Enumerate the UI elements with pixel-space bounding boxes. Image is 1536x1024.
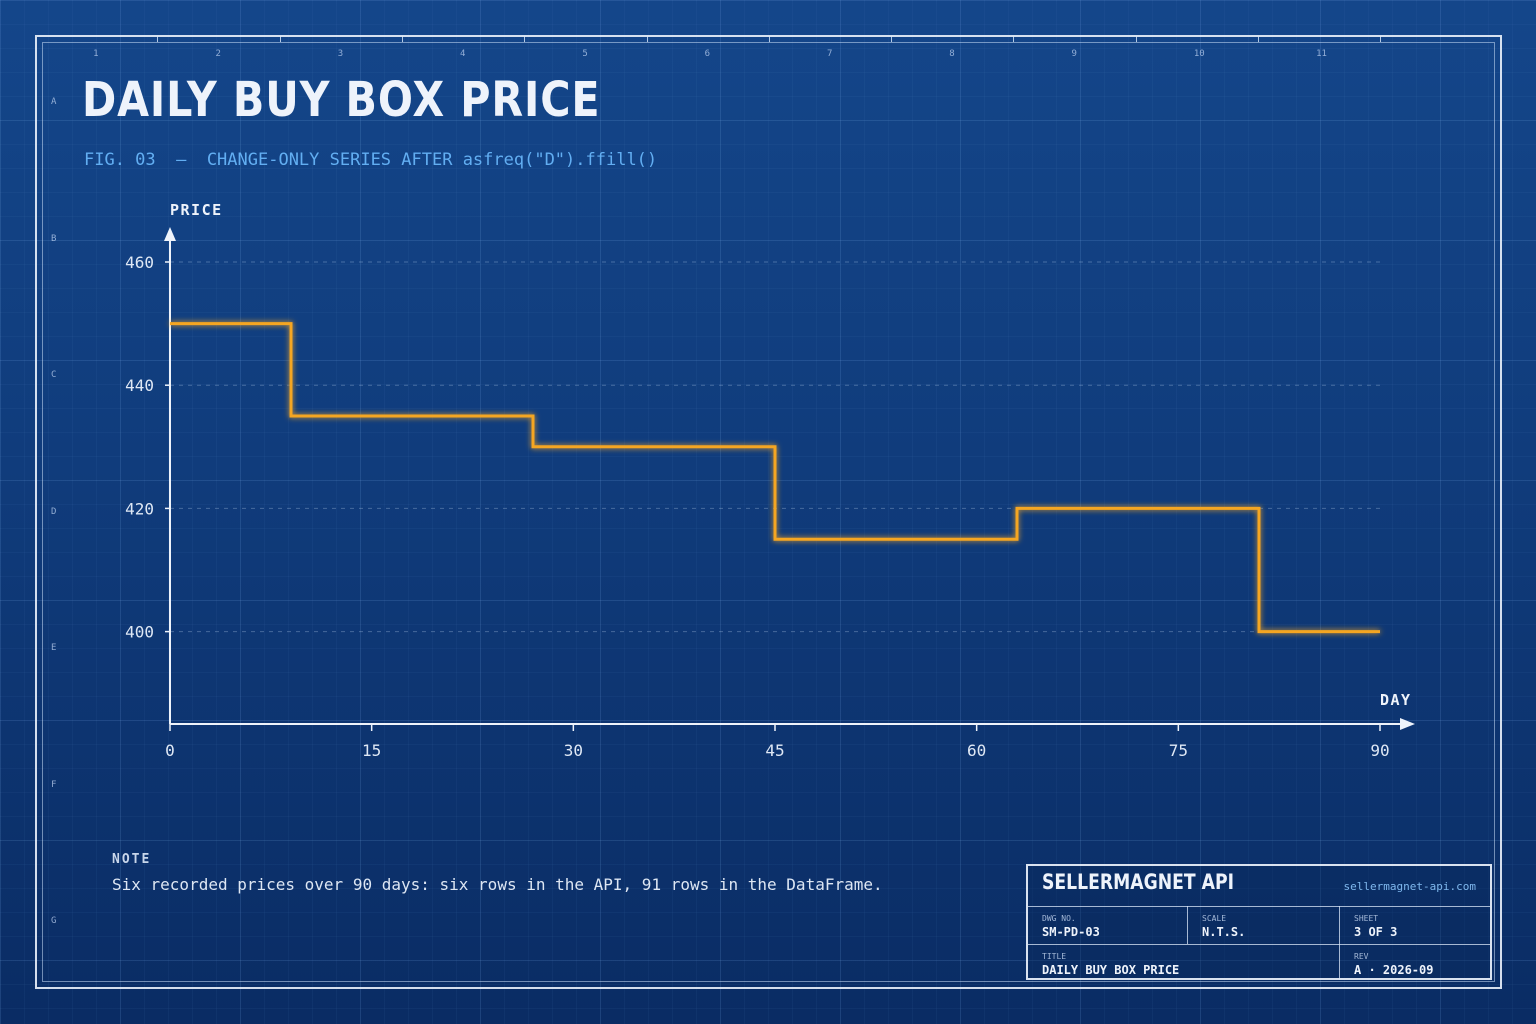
title-block-divider <box>1028 944 1490 945</box>
ruler-tick <box>401 36 403 42</box>
column-number: 1 <box>93 49 99 59</box>
drawing-frame <box>35 35 1502 989</box>
dwg-no-label: DWG NO. <box>1042 914 1076 923</box>
row-letter: C <box>51 370 57 380</box>
x-tick-label: 15 <box>362 741 381 760</box>
title-block: SELLERMAGNET API sellermagnet-api.com DW… <box>1026 864 1492 980</box>
ruler-tick <box>157 36 159 42</box>
dwg-no-value: SM-PD-03 <box>1042 925 1100 939</box>
price-step-series <box>170 322 1380 634</box>
drawing-inner-frame <box>42 42 1495 982</box>
column-number: 10 <box>1193 49 1205 59</box>
ruler-tick <box>279 36 281 42</box>
ruler-tick <box>1258 36 1259 42</box>
column-number: 2 <box>215 49 221 59</box>
row-letter: B <box>51 233 57 244</box>
drawing-title-value: DAILY BUY BOX PRICE <box>1042 963 1180 977</box>
company-name: SELLERMAGNET API <box>1042 870 1235 894</box>
y-axis-label: PRICE <box>170 201 223 219</box>
column-number: 5 <box>582 49 588 59</box>
column-number: 9 <box>1071 49 1077 59</box>
revision-value: A · 2026-09 <box>1354 963 1434 977</box>
x-axis-arrow <box>1400 718 1415 730</box>
column-number: 4 <box>460 49 466 59</box>
note-text: Six recorded prices over 90 days: six ro… <box>112 875 883 894</box>
sheet-label: SHEET <box>1354 914 1379 923</box>
column-number: 6 <box>704 49 711 59</box>
title-block-divider <box>1028 906 1490 907</box>
x-tick-label: 75 <box>1169 741 1188 760</box>
scale-value: N.T.S. <box>1202 925 1246 939</box>
title-block-divider <box>1187 906 1188 944</box>
x-tick-label: 60 <box>967 741 986 760</box>
x-axis-label: DAY <box>1380 691 1412 709</box>
x-tick-label: 30 <box>564 741 583 760</box>
ruler-tick <box>524 36 526 42</box>
y-tick-label: 460 <box>125 253 154 272</box>
scale-label: SCALE <box>1202 914 1227 923</box>
row-letter: A <box>51 97 57 107</box>
column-number: 11 <box>1316 49 1327 59</box>
revision-label: REV <box>1354 952 1369 961</box>
row-letter: D <box>51 506 57 517</box>
title-block-divider <box>1339 906 1340 980</box>
y-tick-label: 400 <box>125 623 154 642</box>
column-number: 7 <box>826 49 833 59</box>
y-axis-arrow <box>164 227 176 241</box>
sheet-value: 3 OF 3 <box>1354 925 1398 939</box>
page-title: DAILY BUY BOX PRICE <box>82 72 601 128</box>
ruler-tick <box>891 36 893 42</box>
x-tick-label: 90 <box>1370 741 1389 760</box>
column-number: 8 <box>949 49 955 59</box>
row-letter: E <box>51 643 57 653</box>
ruler-tick <box>646 36 648 42</box>
row-letter: G <box>51 916 57 926</box>
x-tick-label: 0 <box>165 741 175 760</box>
row-letter: F <box>51 779 57 790</box>
ruler-tick <box>1013 36 1015 42</box>
drawing-title-label: TITLE <box>1042 952 1067 961</box>
figure-subtitle: FIG. 03 — CHANGE-ONLY SERIES AFTER asfre… <box>84 150 658 170</box>
ruler-tick <box>1135 36 1137 42</box>
y-tick-label: 420 <box>125 499 154 518</box>
note-label: NOTE <box>112 852 152 867</box>
company-url[interactable]: sellermagnet-api.com <box>1343 880 1476 893</box>
y-tick-label: 440 <box>125 376 154 395</box>
ruler-tick <box>768 36 770 42</box>
x-tick-label: 45 <box>765 741 784 760</box>
column-number: 3 <box>337 49 344 59</box>
ruler-tick <box>1380 36 1382 42</box>
